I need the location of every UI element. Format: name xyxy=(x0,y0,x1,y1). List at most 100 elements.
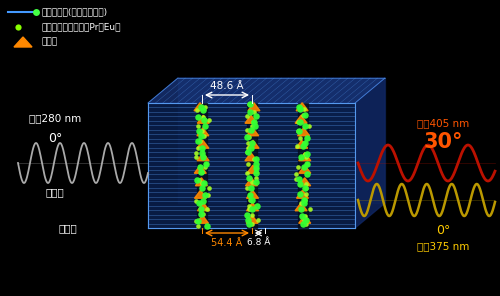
Point xyxy=(300,144,308,149)
Polygon shape xyxy=(246,128,258,136)
Point xyxy=(198,134,205,139)
Point xyxy=(248,198,256,202)
Point xyxy=(301,214,309,218)
Point xyxy=(194,219,202,223)
Point xyxy=(202,207,210,211)
Polygon shape xyxy=(298,215,310,223)
Point xyxy=(246,135,254,140)
Point xyxy=(200,115,207,120)
Polygon shape xyxy=(295,203,307,211)
Text: 希土類金属イオン（Pr、Eu）: 希土類金属イオン（Pr、Eu） xyxy=(42,22,121,31)
Point xyxy=(200,181,207,186)
Polygon shape xyxy=(178,78,385,203)
Polygon shape xyxy=(296,140,308,148)
Text: 54.4 Å: 54.4 Å xyxy=(212,238,242,248)
Point xyxy=(296,129,304,133)
Polygon shape xyxy=(247,165,259,173)
Point xyxy=(195,129,203,133)
Point xyxy=(196,165,204,169)
Point xyxy=(300,218,308,223)
Point xyxy=(248,141,256,146)
Point xyxy=(302,186,310,191)
Point xyxy=(194,115,202,120)
Point xyxy=(303,171,311,176)
Point xyxy=(242,128,250,133)
Text: 0°: 0° xyxy=(48,131,62,144)
Polygon shape xyxy=(245,115,257,123)
Polygon shape xyxy=(248,103,260,111)
Text: 石英板: 石英板 xyxy=(58,223,78,233)
Polygon shape xyxy=(295,115,307,123)
Point xyxy=(198,146,205,150)
Polygon shape xyxy=(197,103,207,228)
Point xyxy=(252,161,260,166)
Polygon shape xyxy=(194,190,206,198)
Point xyxy=(246,198,254,202)
Polygon shape xyxy=(246,203,258,211)
Point xyxy=(296,181,304,186)
Point xyxy=(244,213,252,218)
Polygon shape xyxy=(247,140,259,148)
Point xyxy=(248,207,256,212)
Polygon shape xyxy=(296,103,308,111)
Point xyxy=(203,224,211,229)
Point xyxy=(302,218,310,223)
Polygon shape xyxy=(296,190,308,198)
Point xyxy=(254,217,262,222)
Point xyxy=(250,120,258,124)
Point xyxy=(204,118,212,122)
Text: 48.6 Å: 48.6 Å xyxy=(210,81,244,91)
Point xyxy=(292,177,300,181)
Point xyxy=(202,123,209,128)
Point xyxy=(248,128,256,133)
Point xyxy=(246,193,254,198)
Polygon shape xyxy=(198,203,209,211)
Point xyxy=(202,162,210,167)
Point xyxy=(302,222,310,227)
Polygon shape xyxy=(246,190,258,198)
Point xyxy=(248,213,256,218)
Point xyxy=(244,217,252,222)
Point xyxy=(198,170,206,175)
Point xyxy=(198,186,206,190)
Point xyxy=(247,186,255,190)
Point xyxy=(201,104,209,109)
Polygon shape xyxy=(197,153,209,161)
Polygon shape xyxy=(194,103,206,111)
Polygon shape xyxy=(246,178,258,186)
Point xyxy=(242,170,250,175)
Point xyxy=(294,165,302,169)
Point xyxy=(244,149,252,154)
Polygon shape xyxy=(299,153,311,161)
Point xyxy=(252,114,260,118)
Point xyxy=(300,198,308,203)
Point xyxy=(246,176,254,181)
Point xyxy=(303,162,311,166)
Polygon shape xyxy=(299,165,311,173)
Point xyxy=(296,191,304,196)
Point xyxy=(296,136,304,140)
Point xyxy=(198,181,206,186)
Polygon shape xyxy=(194,165,206,173)
Point xyxy=(195,201,203,205)
Point xyxy=(250,124,258,129)
Point xyxy=(244,149,252,154)
Point xyxy=(245,207,253,212)
Polygon shape xyxy=(247,103,257,228)
Point xyxy=(194,224,202,229)
Point xyxy=(303,136,311,140)
Point xyxy=(300,141,308,145)
Text: 界面活性剤(ステアリン酸): 界面活性剤(ステアリン酸) xyxy=(42,7,108,17)
Point xyxy=(198,212,206,217)
Polygon shape xyxy=(196,178,207,186)
Point xyxy=(252,156,260,161)
Point xyxy=(300,141,308,145)
Point xyxy=(242,114,250,118)
Point xyxy=(301,198,309,203)
Text: 波長375 nm: 波長375 nm xyxy=(417,241,469,251)
Point xyxy=(296,119,304,124)
Point xyxy=(194,177,202,182)
Polygon shape xyxy=(14,37,32,47)
Point xyxy=(246,193,254,198)
Polygon shape xyxy=(148,78,385,103)
